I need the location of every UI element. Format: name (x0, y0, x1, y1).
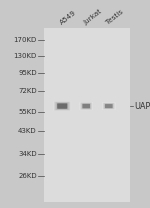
FancyBboxPatch shape (105, 104, 112, 108)
FancyBboxPatch shape (53, 101, 71, 111)
FancyBboxPatch shape (106, 104, 111, 108)
FancyBboxPatch shape (104, 103, 114, 109)
FancyBboxPatch shape (108, 105, 110, 107)
FancyBboxPatch shape (57, 103, 68, 109)
Text: 130KD: 130KD (14, 53, 37, 59)
FancyBboxPatch shape (57, 103, 67, 109)
Text: A549: A549 (58, 10, 77, 26)
FancyBboxPatch shape (83, 104, 89, 108)
FancyBboxPatch shape (81, 103, 91, 109)
FancyBboxPatch shape (103, 103, 114, 109)
FancyBboxPatch shape (60, 105, 64, 108)
FancyBboxPatch shape (85, 105, 87, 107)
FancyBboxPatch shape (84, 104, 89, 108)
FancyBboxPatch shape (107, 105, 110, 107)
FancyBboxPatch shape (105, 104, 112, 108)
FancyBboxPatch shape (107, 105, 111, 108)
FancyBboxPatch shape (57, 104, 67, 109)
Bar (44, 28, 130, 202)
Text: 43KD: 43KD (18, 129, 37, 134)
FancyBboxPatch shape (54, 102, 71, 111)
FancyBboxPatch shape (61, 105, 64, 107)
Text: Testis: Testis (105, 9, 124, 26)
Text: 95KD: 95KD (18, 70, 37, 76)
Text: 72KD: 72KD (18, 88, 37, 94)
FancyBboxPatch shape (106, 104, 112, 108)
FancyBboxPatch shape (102, 102, 116, 110)
FancyBboxPatch shape (59, 104, 66, 108)
FancyBboxPatch shape (82, 104, 90, 108)
Text: 26KD: 26KD (18, 173, 37, 179)
FancyBboxPatch shape (85, 105, 88, 107)
Text: 55KD: 55KD (18, 109, 37, 115)
FancyBboxPatch shape (84, 105, 88, 108)
Text: Jurkat: Jurkat (82, 8, 103, 26)
FancyBboxPatch shape (80, 102, 93, 110)
Text: UAP1: UAP1 (134, 102, 150, 111)
Text: 170KD: 170KD (14, 37, 37, 43)
FancyBboxPatch shape (55, 102, 70, 110)
FancyBboxPatch shape (82, 104, 90, 108)
FancyBboxPatch shape (102, 103, 115, 110)
Text: 34KD: 34KD (18, 151, 37, 156)
FancyBboxPatch shape (80, 103, 92, 110)
FancyBboxPatch shape (82, 103, 90, 109)
FancyBboxPatch shape (56, 103, 69, 110)
FancyBboxPatch shape (60, 104, 65, 108)
FancyBboxPatch shape (105, 104, 113, 109)
FancyBboxPatch shape (81, 103, 92, 109)
FancyBboxPatch shape (103, 103, 115, 109)
FancyBboxPatch shape (58, 104, 66, 109)
FancyBboxPatch shape (55, 102, 69, 110)
FancyBboxPatch shape (80, 102, 93, 110)
